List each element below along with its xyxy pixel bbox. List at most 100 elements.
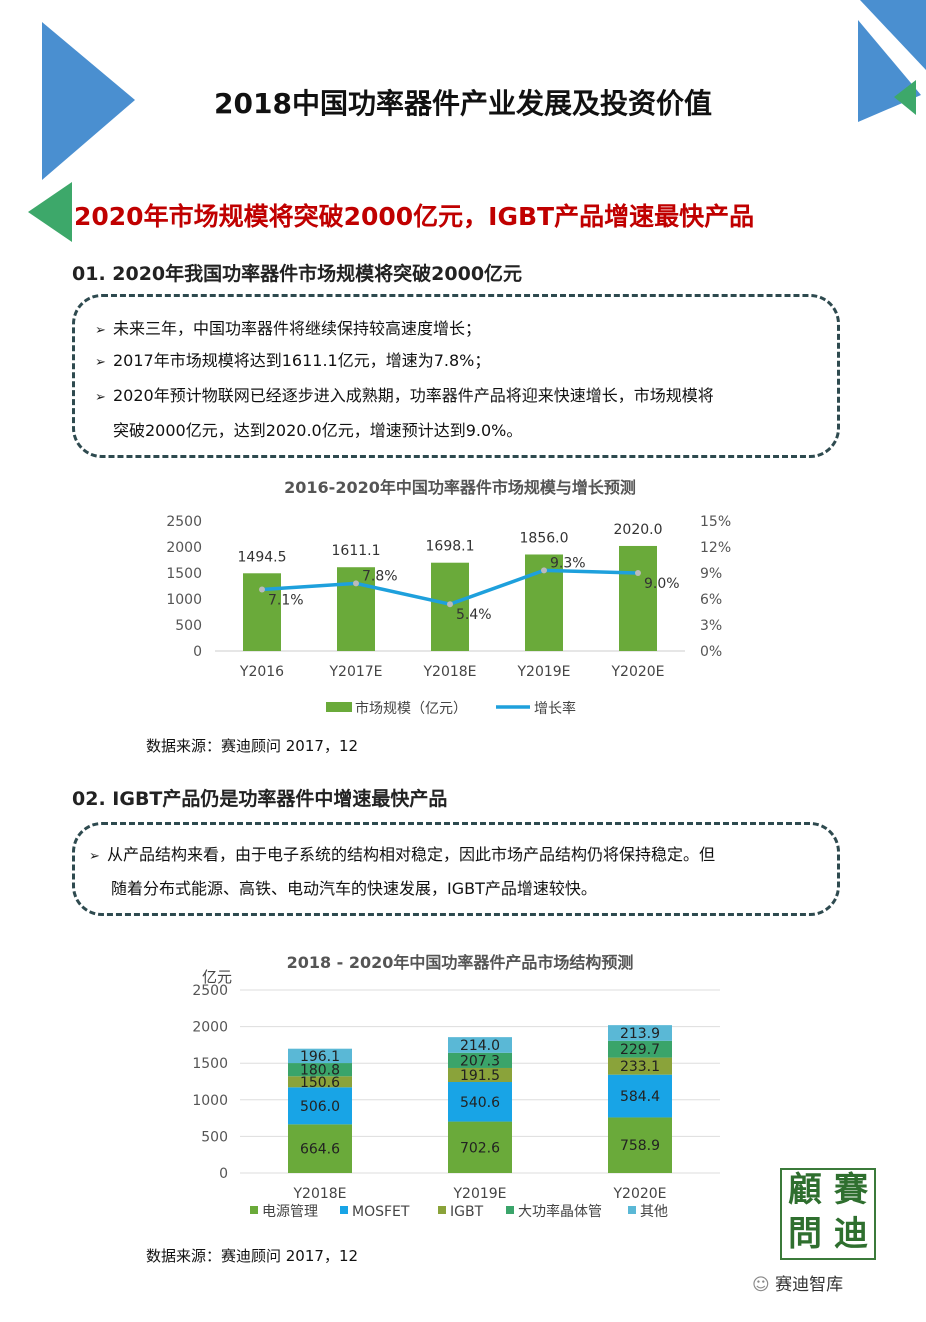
y-tick-label: 500 [175, 618, 202, 634]
page-title: 2018中国功率器件产业发展及投资价值 [214, 87, 712, 120]
y-tick-label: 1500 [192, 1056, 228, 1072]
chart-title: 2018 - 2020年中国功率器件产品市场结构预测 [287, 953, 634, 972]
y-tick-label: 2000 [192, 1020, 228, 1036]
legend-label: 增长率 [534, 700, 576, 717]
growth-rate-label: 7.1% [268, 592, 304, 608]
stacked-bar-segment [608, 1057, 672, 1075]
stacked-bar-segment [288, 1087, 352, 1125]
y-tick-label: 0 [193, 644, 202, 660]
section1-summary-box: ➢ 未来三年，中国功率器件将继续保持较高速度增长； ➢ 2017年市场规模将达到16… [72, 294, 840, 458]
legend-swatch-bar [326, 702, 352, 712]
stacked-bar-segment [608, 1117, 672, 1173]
segment-value-label: 702.6 [460, 1140, 500, 1156]
segment-value-label: 584.4 [620, 1089, 660, 1105]
stacked-bar-segment [288, 1124, 352, 1173]
y2-tick-label: 12% [700, 540, 731, 556]
segment-value-label: 758.9 [620, 1138, 660, 1154]
segment-value-label: 229.7 [620, 1042, 660, 1058]
stacked-bar-segment [288, 1048, 352, 1064]
legend-swatch [506, 1206, 514, 1214]
y-tick-label: 2500 [192, 983, 228, 999]
y-axis-unit-label: 亿元 [202, 968, 232, 986]
y-tick-label: 1000 [166, 592, 202, 608]
legend-label: 大功率晶体管 [518, 1203, 602, 1220]
growth-rate-point [447, 601, 453, 608]
stacked-bar-segment [448, 1081, 512, 1122]
bullet-item: ➢ 2020年预计物联网已经逐步进入成熟期，功率器件产品将迎来快速增长，市场规模将 [95, 386, 714, 408]
wechat-icon: ☺ [752, 1275, 776, 1295]
bar-value-label: 1698.1 [426, 539, 475, 555]
x-tick-label: Y2016 [239, 664, 284, 680]
arrow-icon: ➢ [89, 849, 100, 864]
bar-value-label: 1856.0 [520, 530, 569, 546]
section1-source: 数据来源：赛迪顾问 2017，12 [146, 737, 359, 755]
x-tick-label: Y2020E [610, 664, 664, 680]
stacked-bar-segment [448, 1067, 512, 1082]
decor-right-triangles [858, 0, 926, 122]
bullet-continuation: 突破2000亿元，达到2020.0亿元，增速预计达到9.0%。 [113, 421, 523, 440]
bar-value-label: 2020.0 [614, 522, 663, 538]
y2-tick-label: 9% [700, 566, 722, 582]
legend-swatch [340, 1206, 348, 1214]
ccid-logo: 顧 賽 問 迪 [780, 1168, 876, 1260]
segment-value-label: 150.6 [300, 1075, 340, 1091]
x-tick-label: Y2018E [422, 664, 476, 680]
segment-value-label: 196.1 [300, 1049, 340, 1065]
stacked-bar-segment [608, 1040, 672, 1058]
legend-label: 其他 [640, 1204, 668, 1220]
growth-rate-point [541, 567, 547, 574]
bullet-item: ➢ 未来三年，中国功率器件将继续保持较高速度增长； [95, 319, 481, 341]
segment-value-label: 214.0 [460, 1038, 500, 1054]
segment-value-label: 191.5 [460, 1068, 500, 1084]
segment-value-label: 180.8 [300, 1063, 340, 1079]
stacked-bar-segment [288, 1063, 352, 1077]
y2-tick-label: 3% [700, 618, 722, 634]
x-tick-label: Y2017E [328, 664, 382, 680]
growth-rate-label: 9.3% [550, 555, 586, 571]
legend-label: 市场规模（亿元） [355, 700, 467, 717]
section2-heading: 02. IGBT产品仍是功率器件中增速最快产品 [72, 788, 448, 810]
bullet-item: ➢ 从产品结构来看，由于电子系统的结构相对稳定，因此市场产品结构仍将保持稳定。但 [89, 845, 715, 867]
legend-swatch [628, 1206, 636, 1214]
segment-value-label: 506.0 [300, 1099, 340, 1115]
bar-value-label: 1494.5 [238, 549, 287, 565]
bar [619, 545, 657, 651]
legend-swatch [250, 1206, 258, 1214]
growth-rate-label: 5.4% [456, 607, 492, 623]
x-tick-label: Y2019E [516, 664, 570, 680]
section2-summary-box: ➢ 从产品结构来看，由于电子系统的结构相对稳定，因此市场产品结构仍将保持稳定。但 … [72, 822, 840, 916]
arrow-icon: ➢ [95, 390, 106, 405]
arrow-icon: ➢ [95, 355, 106, 370]
stacked-bar-segment [448, 1052, 512, 1068]
x-tick-label: Y2020E [612, 1186, 666, 1202]
x-tick-label: Y2018E [292, 1186, 346, 1202]
arrow-icon: ➢ [95, 323, 106, 338]
legend-label: IGBT [450, 1204, 484, 1220]
growth-rate-label: 7.8% [362, 568, 398, 584]
segment-value-label: 207.3 [460, 1053, 500, 1069]
stacked-bar-segment [288, 1076, 352, 1088]
segment-value-label: 540.6 [460, 1095, 500, 1111]
bullet-continuation: 随着分布式能源、高铁、电动汽车的快速发展，IGBT产品增速较快。 [111, 879, 597, 898]
growth-rate-label: 9.0% [644, 576, 680, 592]
legend-label: 电源管理 [262, 1204, 318, 1220]
wechat-watermark: ☺ 赛迪智库 [752, 1275, 844, 1295]
y-tick-label: 1500 [166, 566, 202, 582]
growth-rate-point [635, 570, 641, 576]
y-tick-label: 0 [219, 1166, 228, 1182]
segment-value-label: 233.1 [620, 1059, 660, 1075]
y-tick-label: 1000 [192, 1093, 228, 1109]
section2-source: 数据来源：赛迪顾问 2017，12 [146, 1247, 359, 1265]
bar [243, 573, 281, 651]
legend-swatch [438, 1206, 446, 1214]
y-tick-label: 2000 [166, 540, 202, 556]
stacked-bar-segment [608, 1074, 672, 1118]
segment-value-label: 213.9 [620, 1026, 660, 1042]
y2-tick-label: 15% [700, 514, 731, 530]
segment-value-label: 664.6 [300, 1142, 340, 1158]
decor-left-triangles [28, 22, 135, 242]
stacked-bar-segment [448, 1037, 512, 1053]
stacked-bar-segment [448, 1121, 512, 1173]
growth-rate-point [259, 586, 265, 593]
